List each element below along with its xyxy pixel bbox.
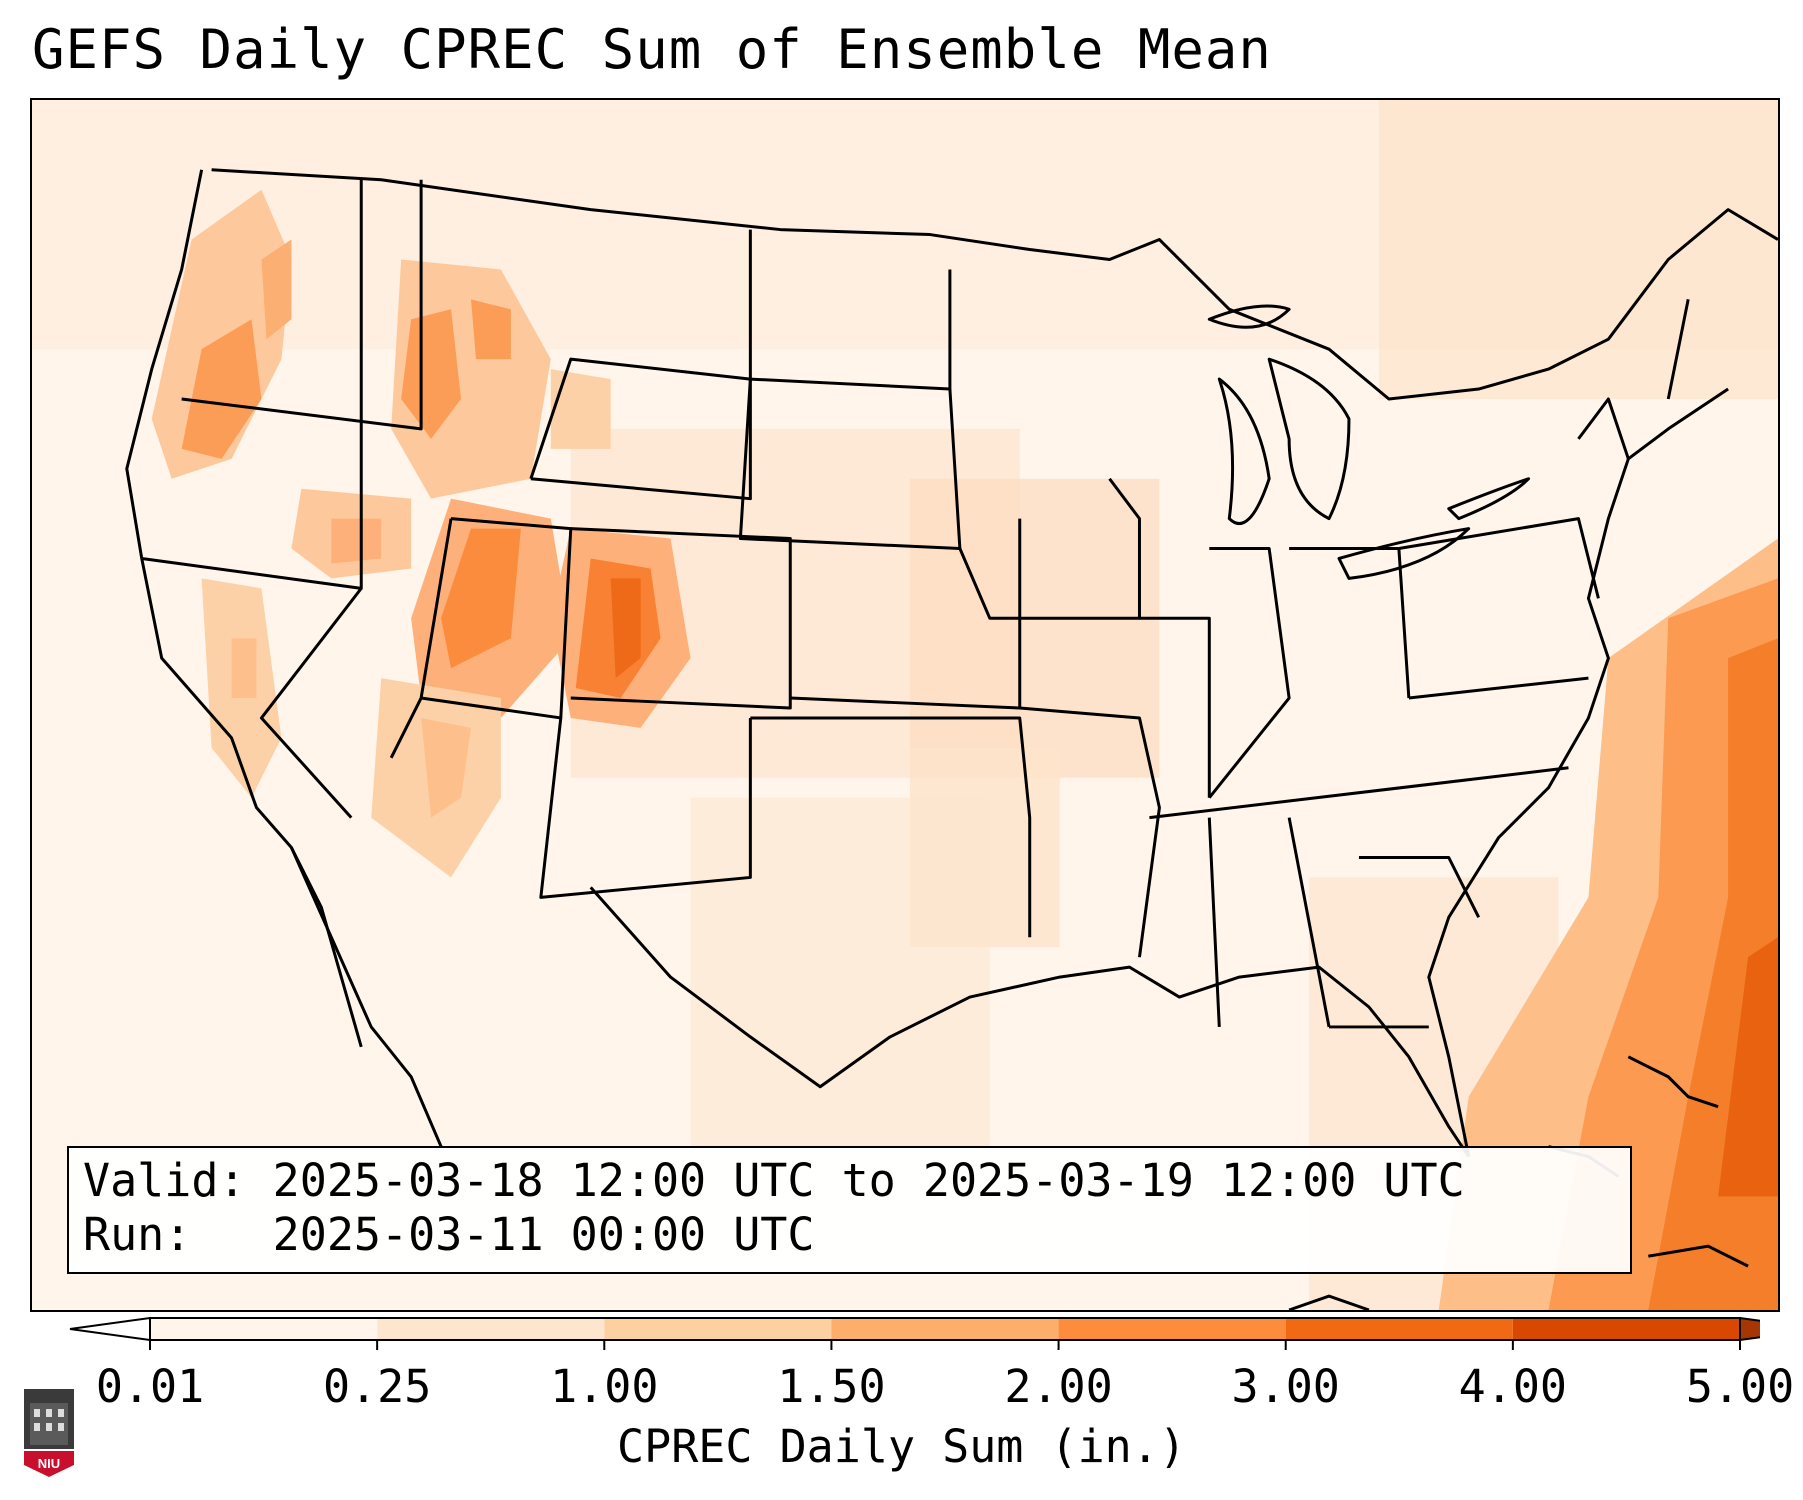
- run-time-line: Run: 2025-03-11 00:00 UTC: [83, 1208, 815, 1261]
- page-title: GEFS Daily CPREC Sum of Ensemble Mean: [32, 18, 1272, 81]
- info-box: Valid: 2025-03-18 12:00 UTC to 2025-03-1…: [67, 1146, 1632, 1274]
- colorbar-segment: [1058, 1318, 1286, 1340]
- svg-text:NIU: NIU: [38, 1456, 60, 1471]
- colorbar-tick-label: 0.01: [95, 1360, 205, 1413]
- colorbar-segment: [150, 1318, 378, 1340]
- colorbar-extend-low: [69, 1316, 151, 1342]
- colorbar-tick-label: 4.00: [1458, 1360, 1568, 1413]
- precip-map: [32, 100, 1778, 1310]
- colorbar-segments: [69, 1316, 1760, 1350]
- colorbar-tick-label: 1.00: [550, 1360, 659, 1413]
- colorbar-tick-label: 0.25: [322, 1360, 432, 1413]
- state-borders: [125, 168, 1778, 1158]
- valid-time-line: Valid: 2025-03-18 12:00 UTC to 2025-03-1…: [83, 1154, 1465, 1207]
- colorbar-segment: [831, 1318, 1059, 1340]
- colorbar-segment: [377, 1318, 605, 1340]
- colorbar-segment: [1285, 1318, 1513, 1340]
- niu-logo: NIU: [24, 1389, 74, 1477]
- colorbar-label: CPREC Daily Sum (in.): [617, 1420, 1186, 1473]
- colorbar-segment: [604, 1318, 832, 1340]
- colorbar-tick-label: 1.50: [777, 1360, 886, 1413]
- colorbar-tick-labels: 0.01 0.25 1.00 1.50 2.00 3.00 4.00 5.00: [0, 1360, 1803, 1413]
- colorbar-segment: [1512, 1318, 1740, 1340]
- colorbar-outline: [149, 1317, 1741, 1341]
- colorbar-tick-label: 5.00: [1685, 1360, 1795, 1413]
- colorbar-tick-label: 3.00: [1231, 1360, 1340, 1413]
- map-panel: [30, 98, 1780, 1312]
- colorbar-tick-label: 2.00: [1004, 1360, 1113, 1413]
- colorbar: [69, 1316, 1760, 1350]
- colorbar-extend-high: [1739, 1316, 1760, 1342]
